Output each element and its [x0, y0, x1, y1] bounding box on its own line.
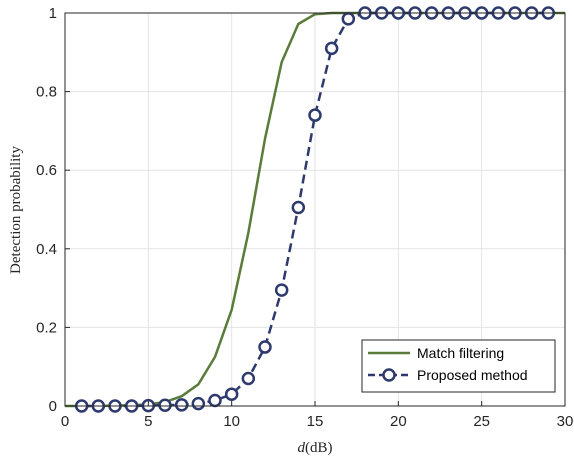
proposed-method-point [191, 396, 206, 411]
x-tick-label: 30 [557, 413, 574, 430]
y-tick-label: 0.8 [36, 84, 57, 101]
proposed-method-point [308, 108, 322, 122]
legend-proposed-method-label: Proposed method [417, 367, 528, 383]
legend: Match filtering Proposed method [361, 339, 556, 393]
legend-box [361, 339, 556, 393]
proposed-method-point [208, 393, 222, 408]
y-tick-label: 1 [49, 5, 57, 22]
y-tick-label: 0.2 [36, 319, 57, 336]
proposed-method-point [174, 398, 189, 412]
x-axis-label-unit: (dB) [305, 440, 333, 456]
proposed-method-point [324, 41, 339, 56]
x-tick-label: 5 [144, 413, 152, 430]
proposed-method-point [158, 398, 172, 412]
x-tick-label: 25 [473, 413, 490, 430]
y-tick-label: 0.4 [36, 241, 57, 258]
x-axis-label: d(dB) [298, 440, 333, 456]
x-tick-label: 10 [223, 413, 240, 430]
y-tick-label: 0 [49, 398, 57, 415]
proposed-method-point [291, 200, 306, 215]
proposed-method-point [224, 387, 239, 401]
proposed-method-point [241, 371, 256, 386]
x-tick-label: 15 [307, 413, 324, 430]
x-axis-label-variable: d [298, 440, 306, 456]
grid [65, 13, 565, 406]
proposed-method-point [258, 340, 272, 354]
ticks: 0 5 10 15 20 25 30 0 0.2 0.4 0.6 0.8 1 [36, 5, 573, 430]
y-axis-label: Detection probability [8, 146, 24, 274]
proposed-method-point [274, 283, 289, 297]
proposed-method-point [341, 12, 356, 26]
x-tick-label: 20 [390, 413, 407, 430]
x-tick-label: 0 [61, 413, 69, 430]
legend-proposed-method-marker [382, 368, 396, 382]
y-tick-label: 0.6 [36, 162, 57, 179]
legend-match-filtering-label: Match filtering [417, 345, 504, 361]
